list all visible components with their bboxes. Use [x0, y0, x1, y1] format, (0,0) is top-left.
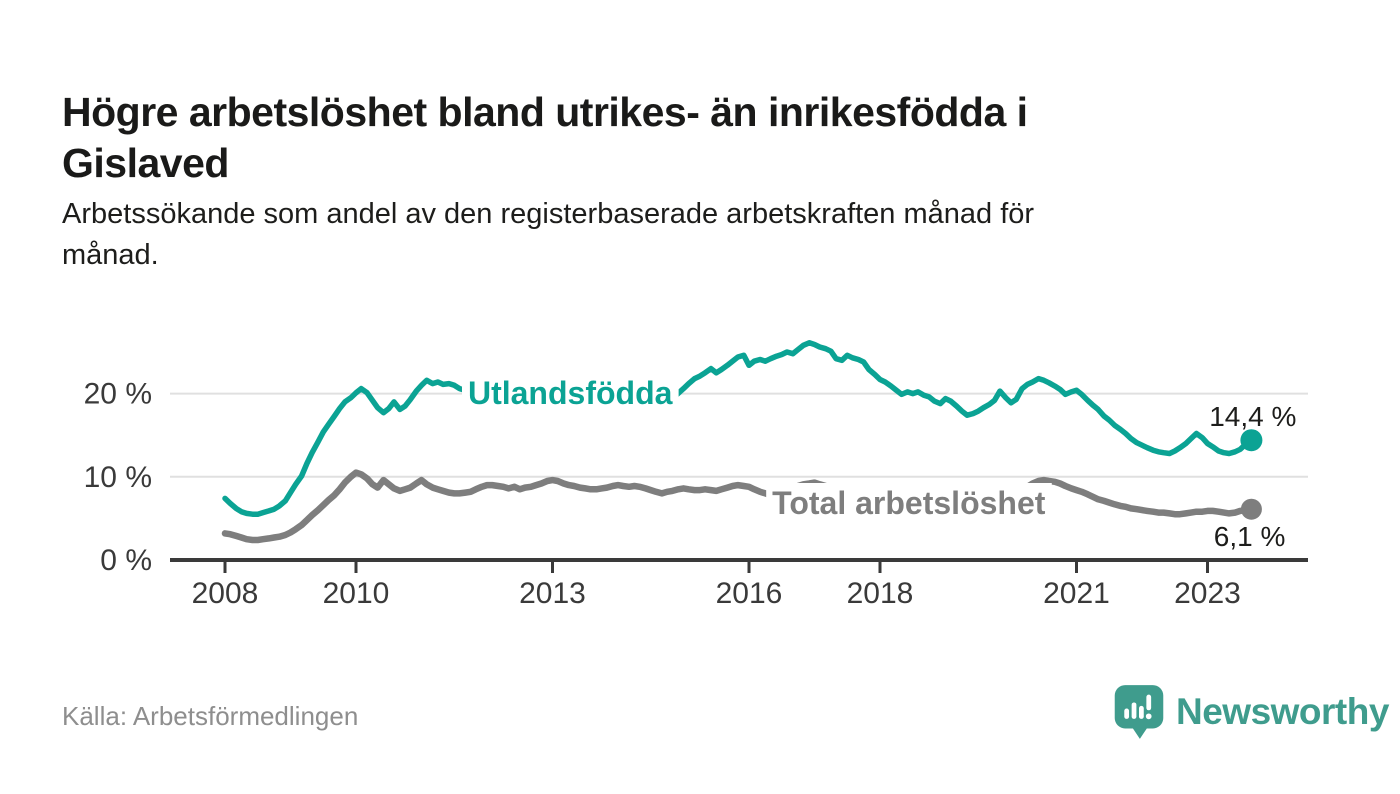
page-subtitle-line-2: månad.: [62, 239, 159, 272]
page-title: Högre arbetslöshet bland utrikes- än inr…: [62, 87, 1362, 189]
series-label-backing-0: [461, 372, 679, 413]
series-end-value-1: 6,1 %: [1214, 521, 1286, 552]
page-title-line-2: Gislaved: [62, 140, 229, 187]
brand-name: Newsworthy: [1176, 691, 1389, 732]
y-tick-label-20: 20 %: [84, 378, 152, 411]
series-endpoint-1: [1240, 498, 1262, 520]
series-end-value-0: 14,4 %: [1209, 401, 1296, 432]
bar-1: [1124, 708, 1130, 719]
series-label-backing-1: [766, 483, 1052, 523]
x-tick-label-2023: 2023: [1174, 577, 1241, 610]
exclamation-dot: [1145, 713, 1152, 720]
exclamation-stem: [1146, 694, 1152, 711]
x-tick-label-2008: 2008: [192, 577, 259, 610]
y-tick-label-0: 0 %: [100, 544, 152, 577]
bar-2: [1131, 702, 1137, 719]
bar-3: [1139, 705, 1144, 719]
x-tick-label-2021: 2021: [1043, 577, 1110, 610]
series-endpoint-0: [1240, 429, 1263, 452]
series-label-1: Total arbetslöshet: [772, 485, 1046, 521]
series-line-0: [222, 340, 1255, 517]
source-note: Källa: Arbetsförmedlingen: [62, 701, 359, 731]
page-subtitle: Arbetssökande som andel av den registerb…: [62, 194, 1362, 276]
x-tick-label-2013: 2013: [519, 577, 586, 610]
y-tick-label-10: 10 %: [84, 461, 152, 494]
series-line-1: [221, 469, 1255, 544]
page-subtitle-line-1: Arbetssökande som andel av den registerb…: [62, 198, 1035, 230]
page-title-line-1: Högre arbetslöshet bland utrikes- än inr…: [62, 89, 1028, 136]
series-label-0: Utlandsfödda: [468, 375, 673, 411]
x-tick-label-2010: 2010: [323, 577, 390, 610]
bar-chart-speech-bubble-icon: [1114, 685, 1164, 739]
x-tick-label-2016: 2016: [716, 577, 783, 610]
newsworthy-logo: Newsworthy: [1113, 683, 1389, 741]
x-tick-label-2018: 2018: [847, 577, 914, 610]
